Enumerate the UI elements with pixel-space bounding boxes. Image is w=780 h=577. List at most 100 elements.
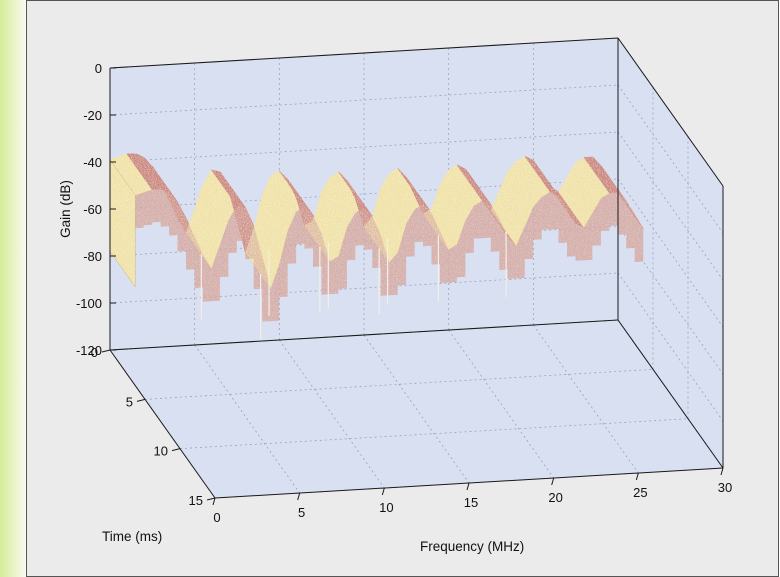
z-tick-label: -20: [83, 108, 102, 123]
surface-skirt: [397, 223, 407, 286]
surface-skirt: [270, 264, 280, 322]
box-edge: [109, 37, 619, 69]
surface-skirt: [160, 189, 170, 227]
y-tick-label: 5: [126, 394, 133, 409]
grid-line: [617, 272, 724, 422]
surface-skirt: [541, 191, 551, 230]
x-tick-label: 5: [298, 505, 305, 520]
surface-skirt: [626, 201, 635, 249]
grid-line: [194, 344, 300, 494]
tick-mark: [136, 398, 146, 402]
surface-skirt: [617, 192, 627, 235]
grid-line: [533, 324, 639, 474]
z-axis-label: Gain (dB): [58, 180, 73, 238]
surface-skirt: [600, 193, 610, 232]
surface-skirt: [346, 212, 356, 261]
surface-skirt: [516, 226, 525, 279]
tick-mark: [466, 482, 470, 491]
tick-mark: [635, 472, 639, 481]
x-tick-label: 15: [464, 495, 478, 510]
surface-skirt: [245, 207, 254, 260]
y-tick-label: 15: [189, 493, 203, 508]
tick-mark: [551, 477, 555, 486]
surface-skirt: [236, 205, 246, 241]
surface-skirt: [177, 202, 186, 252]
surface-skirt: [507, 236, 517, 279]
box-edge: [617, 37, 724, 187]
z-tick-label: -120: [76, 343, 102, 358]
surface-skirt: [296, 206, 305, 245]
box-edge: [109, 319, 619, 351]
x-tick-label: 10: [379, 500, 393, 515]
surface-skirt: [583, 212, 593, 261]
surface-skirt: [440, 231, 449, 283]
y-axis-label: Time (ms): [102, 529, 162, 544]
surface-skirt: [169, 193, 178, 236]
x-tick-label: 25: [633, 485, 647, 500]
x-axis-label: Frequency (MHz): [420, 539, 524, 554]
tick-mark: [297, 492, 301, 501]
grid-line: [448, 329, 554, 479]
surface-skirt: [423, 204, 432, 247]
surface-skirt: [482, 200, 491, 239]
surface-skirt: [575, 223, 584, 261]
tick-mark: [206, 497, 216, 501]
surface-skirt: [490, 204, 500, 252]
surface-skirt: [287, 211, 297, 264]
surface-skirt: [329, 256, 339, 295]
surface-skirt: [219, 220, 229, 278]
surface-skirt: [634, 215, 644, 262]
surface-skirt: [465, 205, 474, 254]
z-tick-label: -40: [83, 155, 102, 170]
y-tick-label: 10: [154, 444, 168, 459]
z-tick-label: -100: [76, 296, 102, 311]
surface-skirt: [473, 200, 483, 239]
z-tick-label: 0: [95, 61, 102, 76]
z-tick-label: -60: [83, 202, 102, 217]
surface-skirt: [355, 207, 364, 246]
surface-skirt: [533, 197, 542, 240]
surface-skirt: [143, 189, 153, 226]
grid-line: [363, 334, 470, 484]
surface-skirt: [338, 227, 347, 289]
box-edge: [109, 349, 216, 499]
surface-skirt: [228, 205, 237, 254]
surface-skirt: [592, 198, 601, 246]
grid-line: [617, 178, 724, 328]
tick-mark: [171, 448, 181, 452]
tick-mark: [101, 349, 111, 353]
tick-mark: [381, 487, 385, 496]
surface-skirt: [448, 244, 457, 283]
surface-skirt: [524, 206, 534, 260]
grid-line: [617, 84, 724, 234]
surface-skirt: [279, 230, 288, 298]
surface-skirt: [211, 244, 220, 302]
z-tick-label: -80: [83, 249, 102, 264]
surface-skirt: [186, 218, 195, 270]
tick-mark: [212, 497, 216, 506]
surface-skirt: [363, 207, 373, 250]
surface-skirt: [152, 189, 161, 223]
x-tick-label: 20: [548, 490, 562, 505]
surface-skirt: [304, 206, 313, 249]
surface-skirt: [609, 192, 618, 226]
surface-skirt: [253, 225, 263, 290]
surface-skirt: [550, 191, 559, 230]
surface-skirt: [406, 209, 415, 257]
box-edge: [617, 319, 724, 469]
grid-line: [617, 131, 724, 281]
tick-mark: [720, 467, 724, 476]
surface-skirt: [389, 252, 398, 296]
x-tick-label: 0: [213, 510, 220, 525]
y-tick-label: 0: [91, 345, 98, 360]
surface-skirt: [202, 254, 212, 302]
surface-skirt: [414, 204, 424, 243]
x-tick-label: 30: [718, 480, 732, 495]
surface-skirt: [456, 220, 466, 278]
surface-skirt: [135, 192, 144, 229]
grid-line: [279, 339, 385, 489]
surface-skirt: [567, 209, 576, 257]
surface-skirt: [558, 196, 567, 243]
